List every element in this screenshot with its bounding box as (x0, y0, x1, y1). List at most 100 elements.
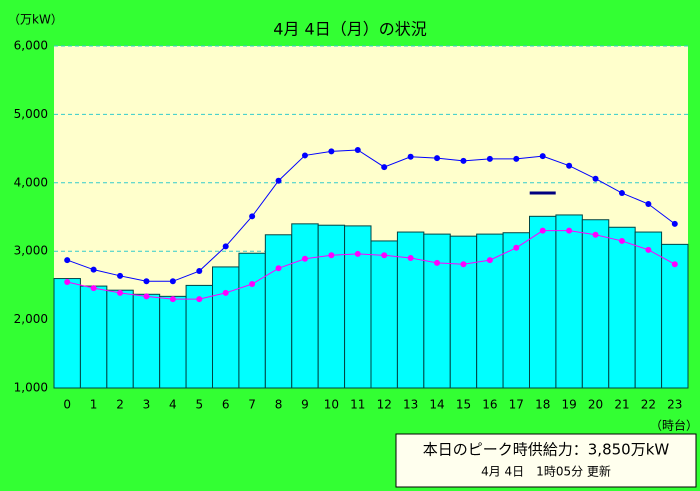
x-tick-label: 14 (429, 398, 444, 412)
point (618, 190, 625, 197)
x-tick-label: 11 (350, 398, 365, 412)
x-tick-label: 6 (222, 398, 230, 412)
bar (449, 235, 478, 389)
x-tick-label: 23 (667, 398, 682, 412)
point (196, 268, 203, 275)
y-tick-label: 2,000 (14, 312, 48, 326)
footer-box (395, 433, 697, 488)
point (328, 148, 335, 155)
point (671, 220, 678, 227)
point (539, 153, 546, 160)
x-tick-label: 15 (456, 398, 471, 412)
x-axis-label: （時台） (650, 418, 698, 433)
line (67, 230, 676, 300)
point (513, 244, 520, 251)
point (618, 237, 625, 244)
chart-title: 4月 4日（月）の状況 (273, 20, 426, 39)
x-tick-label: 0 (63, 398, 71, 412)
point (143, 293, 150, 300)
point (169, 278, 176, 285)
x-tick-label: 22 (641, 398, 656, 412)
point (301, 152, 308, 159)
point (539, 227, 546, 234)
bar (159, 295, 187, 389)
x-tick-label: 5 (195, 398, 203, 412)
point (460, 157, 467, 164)
point (117, 272, 124, 279)
point (275, 265, 282, 272)
x-tick-label: 13 (403, 398, 418, 412)
point (354, 146, 361, 153)
x-tick-label: 18 (535, 398, 550, 412)
bar (344, 225, 372, 389)
bar (581, 219, 610, 389)
point (645, 201, 652, 208)
bar (79, 285, 108, 389)
y-tick-label: 6,000 (14, 39, 48, 53)
bar (608, 226, 636, 389)
point (592, 175, 599, 182)
point (566, 162, 573, 169)
point (513, 155, 520, 162)
x-tick-label: 8 (275, 398, 283, 412)
bar (264, 234, 293, 389)
point (249, 281, 256, 288)
bar (238, 252, 266, 389)
x-tick-label: 17 (509, 398, 524, 412)
x-tick-label: 3 (143, 398, 151, 412)
point (328, 252, 335, 259)
point (222, 243, 229, 250)
point (407, 153, 414, 160)
x-tick-label: 1 (90, 398, 98, 412)
point (90, 266, 97, 273)
x-tick-label: 10 (324, 398, 339, 412)
point (222, 289, 229, 296)
bar (132, 293, 161, 389)
y-tick-label: 1,000 (14, 381, 48, 395)
x-tick-label: 19 (561, 398, 576, 412)
point (486, 257, 493, 264)
point (381, 252, 388, 259)
point (486, 155, 493, 162)
y-tick-label: 5,000 (14, 107, 48, 121)
point (592, 231, 599, 238)
point (196, 296, 203, 303)
point (64, 257, 71, 264)
bar (317, 224, 346, 389)
point (354, 250, 361, 257)
point (117, 289, 124, 296)
bar (53, 278, 81, 389)
point (671, 261, 678, 268)
updated-time: 4月 4日 1時05分 更新 (481, 464, 611, 479)
point (434, 259, 441, 266)
bar (634, 231, 663, 389)
x-tick-label: 21 (614, 398, 629, 412)
bar (212, 266, 240, 389)
x-tick-label: 4 (169, 398, 177, 412)
y-tick-label: 3,000 (14, 244, 48, 258)
point (143, 278, 150, 285)
y-tick-label: 4,000 (14, 175, 48, 189)
bar (423, 233, 451, 389)
bar (291, 223, 319, 389)
x-tick-label: 16 (482, 398, 497, 412)
x-tick-label: 7 (248, 398, 256, 412)
point (566, 227, 573, 234)
bar (502, 232, 531, 389)
bar (185, 284, 213, 389)
point (460, 261, 467, 268)
point (275, 177, 282, 184)
peak-supply: 本日のピーク時供給力：3,850万kW (423, 441, 670, 459)
x-tick-label: 2 (116, 398, 124, 412)
y-axis-label: （万kW） (8, 13, 63, 27)
point (434, 155, 441, 162)
x-tick-label: 20 (588, 398, 603, 412)
point (249, 213, 256, 220)
x-tick-label: 12 (377, 398, 392, 412)
bar (370, 240, 398, 389)
point (169, 296, 176, 303)
point (645, 246, 652, 253)
bar (106, 289, 134, 389)
bar (661, 243, 689, 389)
x-tick-label: 9 (301, 398, 309, 412)
